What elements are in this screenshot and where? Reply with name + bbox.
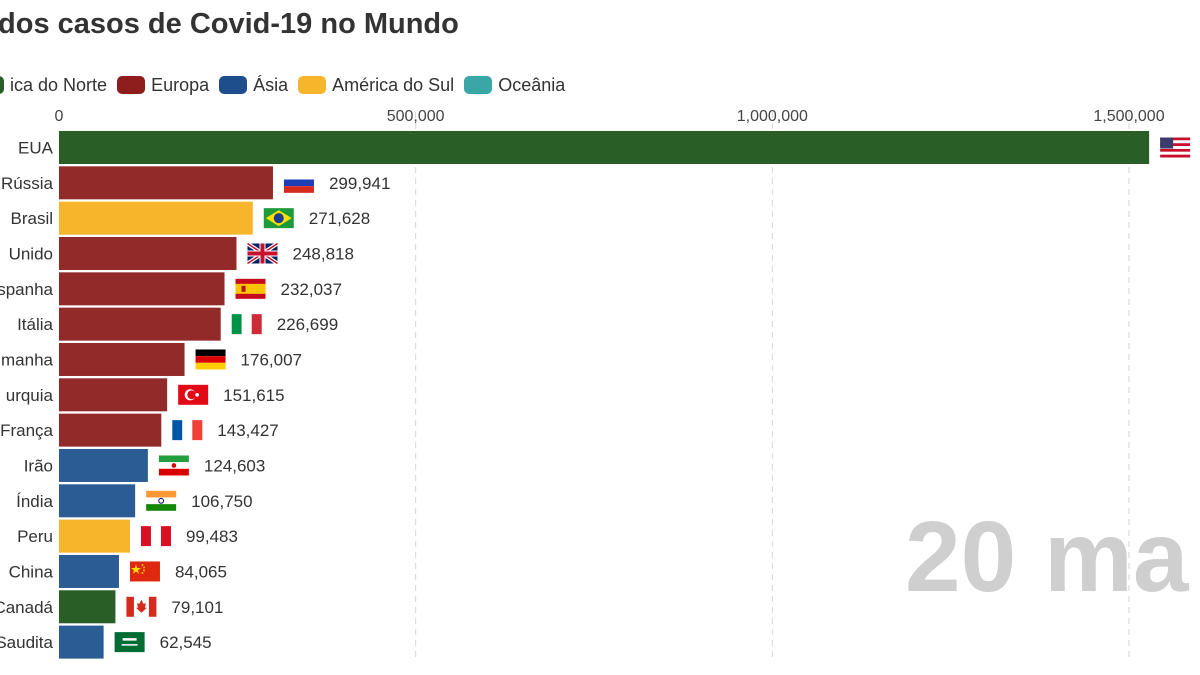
data-label: 79,101	[171, 598, 223, 617]
tr-flag-icon	[178, 384, 209, 405]
data-label: 106,750	[191, 492, 252, 511]
de-flag-icon	[195, 349, 226, 370]
y-axis: EUA Rússia Brasil Unido spanha Itália manha urq…	[0, 139, 54, 653]
y-tick-label: spanha	[0, 280, 54, 299]
data-label: 84,065	[175, 562, 227, 581]
bar	[59, 448, 148, 482]
it-flag-icon	[231, 314, 262, 335]
bar	[59, 131, 1150, 164]
y-tick-label: Unido	[9, 244, 53, 263]
data-label: 176,007	[241, 350, 302, 369]
bar	[59, 201, 253, 235]
legend-swatch	[219, 76, 248, 94]
y-tick-label: urquia	[6, 386, 54, 405]
y-tick-label: Irão	[24, 456, 53, 475]
ir-flag-icon	[158, 455, 189, 476]
bar	[59, 590, 116, 624]
data-label: 151,615	[223, 386, 284, 405]
bar	[59, 166, 273, 200]
y-tick-label: manha	[1, 350, 54, 369]
bar	[59, 625, 104, 659]
data-label: 124,603	[204, 456, 265, 475]
es-flag-icon	[235, 278, 266, 299]
gridlines	[415, 112, 1130, 660]
bar	[59, 378, 168, 412]
data-label: 232,037	[281, 280, 342, 299]
bar	[59, 554, 119, 588]
legend-swatch	[464, 76, 493, 94]
x-axis: 0 500,000 1,000,000 1,500,000	[55, 108, 1165, 125]
flags	[114, 137, 1191, 653]
legend-swatch	[117, 76, 146, 94]
y-tick-label: Índia	[16, 492, 53, 511]
data-labels: 299,941 271,628 248,818 232,037 226,699 176,0…	[160, 174, 391, 652]
bar	[59, 519, 130, 553]
legend-label: Oceânia	[498, 74, 566, 95]
legend-label: América do Sul	[332, 74, 455, 95]
gb-flag-icon	[246, 241, 279, 266]
date-label: 20 ma	[905, 501, 1189, 613]
ru-flag-icon	[283, 172, 314, 193]
legend-label: Europa	[151, 74, 210, 95]
y-tick-label: Peru	[17, 527, 53, 546]
legend-swatch	[298, 76, 327, 94]
bar	[59, 272, 225, 306]
sa-flag-icon	[114, 632, 145, 653]
data-label: 62,545	[160, 633, 212, 652]
legend-swatch	[0, 76, 4, 94]
bar	[59, 307, 221, 341]
legend: ica do Norte Europa Ásia América do Sul Oceâ…	[0, 72, 575, 98]
y-tick-label: Canadá	[0, 598, 54, 617]
legend-item: Oceânia	[464, 75, 565, 96]
y-tick-label: Saudita	[0, 633, 54, 652]
x-tick-label: 0	[55, 108, 64, 125]
data-label: 299,941	[329, 174, 390, 193]
legend-item: ica do Norte	[0, 75, 107, 96]
data-label: 271,628	[309, 209, 370, 228]
legend-item: América do Sul	[298, 75, 454, 96]
legend-label: ica do Norte	[10, 74, 108, 95]
bars	[59, 131, 1150, 659]
x-tick-label: 1,500,000	[1093, 108, 1164, 125]
us-flag-icon	[1160, 137, 1191, 158]
y-tick-label: Brasil	[10, 209, 53, 228]
in-flag-icon	[146, 490, 177, 511]
x-tick-label: 1,000,000	[737, 108, 808, 125]
legend-item: Europa	[117, 75, 209, 96]
ca-flag-icon	[126, 596, 157, 617]
br-flag-icon	[263, 208, 294, 229]
data-label: 99,483	[186, 527, 238, 546]
legend-item: Ásia	[219, 75, 288, 96]
y-tick-label: Itália	[17, 315, 53, 334]
y-tick-label: Rússia	[1, 174, 54, 193]
pe-flag-icon	[140, 526, 171, 547]
y-tick-label: EUA	[18, 139, 54, 158]
data-label: 143,427	[217, 421, 278, 440]
y-tick-label: China	[9, 562, 54, 581]
bar	[59, 236, 237, 270]
data-label: 248,818	[292, 244, 353, 263]
data-label: 226,699	[277, 315, 338, 334]
cn-flag-icon	[129, 561, 160, 582]
bar	[59, 484, 136, 518]
bar	[59, 342, 185, 376]
chart-title: ção dos casos de Covid-19 no Mundo	[0, 8, 459, 40]
bar	[59, 413, 162, 447]
legend-label: Ásia	[253, 74, 289, 95]
fr-flag-icon	[172, 420, 203, 441]
x-tick-label: 500,000	[387, 108, 445, 125]
y-tick-label: França	[0, 421, 53, 440]
